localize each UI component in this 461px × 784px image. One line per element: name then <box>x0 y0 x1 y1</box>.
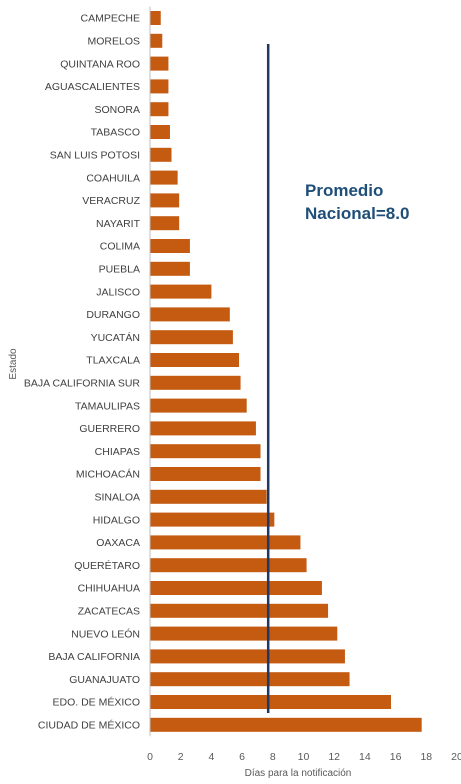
bar <box>150 307 230 322</box>
x-tick-labels: 0 2 4 6 8 10 12 14 16 18 20 <box>147 751 461 763</box>
category-label: GUERRERO <box>79 423 140 435</box>
bar <box>150 398 247 413</box>
category-label: NUEVO LEÓN <box>71 627 140 640</box>
bar <box>150 102 169 117</box>
category-label: SAN LUIS POTOSI <box>50 150 140 162</box>
category-label: EDO. DE MÉXICO <box>52 696 140 709</box>
bar <box>150 672 350 687</box>
average-annotation-line1: Promedio <box>305 181 383 200</box>
bar <box>150 535 301 550</box>
bar <box>150 284 212 299</box>
x-tick-label: 12 <box>328 751 340 763</box>
category-label: TLAXCALA <box>86 355 140 367</box>
x-tick-label: 0 <box>147 751 153 763</box>
bar <box>150 603 329 618</box>
bar <box>150 56 169 71</box>
category-label: MORELOS <box>87 36 140 48</box>
bar <box>150 649 345 664</box>
category-label: SINALOA <box>94 492 140 504</box>
category-label: HIDALGO <box>93 514 140 526</box>
category-label: PUEBLA <box>99 264 140 276</box>
category-label: COLIMA <box>100 241 140 253</box>
category-label: YUCATÁN <box>91 331 140 344</box>
bar <box>150 125 170 139</box>
bar <box>150 79 169 94</box>
x-tick-label: 8 <box>270 751 276 763</box>
category-labels: CAMPECHE MORELOS QUINTANA ROO AGUASCALIENTE… <box>24 13 141 732</box>
bar <box>150 216 180 231</box>
category-label: CAMPECHE <box>80 13 140 25</box>
x-tick-label: 4 <box>208 751 214 763</box>
category-label: CHIAPAS <box>95 446 140 458</box>
x-tick-label: 18 <box>420 751 432 763</box>
category-label: TABASCO <box>91 127 140 139</box>
bar <box>150 512 275 527</box>
bar <box>150 558 307 573</box>
bar <box>150 489 267 504</box>
bar <box>150 467 261 481</box>
x-tick-label: 20 <box>451 751 461 763</box>
category-label: JALISCO <box>96 286 140 298</box>
x-tick-label: 2 <box>178 751 184 763</box>
bars-group <box>150 11 422 732</box>
category-label: VERACRUZ <box>82 195 140 207</box>
x-tick-label: 14 <box>359 751 371 763</box>
x-tick-label: 6 <box>239 751 245 763</box>
category-label: OAXACA <box>96 537 140 549</box>
x-axis-title: Días para la notificación <box>245 768 352 779</box>
bar <box>150 193 180 208</box>
average-annotation-line2: Nacional=8.0 <box>305 204 409 223</box>
category-label: MICHOACÁN <box>76 468 140 481</box>
bar <box>150 375 241 390</box>
category-label: NAYARIT <box>96 218 141 230</box>
bar <box>150 353 240 367</box>
category-label: TAMAULIPAS <box>75 400 140 412</box>
bar <box>150 444 261 459</box>
category-label: COAHUILA <box>86 172 140 184</box>
category-label: DURANGO <box>86 309 140 321</box>
bar <box>150 330 233 345</box>
category-label: BAJA CALIFORNIA <box>48 651 140 663</box>
y-axis-title: Estado <box>8 348 19 380</box>
bar <box>150 421 256 436</box>
bar <box>150 147 172 162</box>
bar <box>150 581 322 595</box>
category-label: BAJA CALIFORNIA SUR <box>24 378 141 390</box>
bar <box>150 626 338 641</box>
x-tick-label: 10 <box>298 751 310 763</box>
bar <box>150 11 161 25</box>
bar <box>150 695 391 709</box>
bar <box>150 261 190 276</box>
category-label: SONORA <box>94 104 140 116</box>
bar <box>150 239 190 253</box>
category-label: ZACATECAS <box>78 606 140 618</box>
category-label: CHIHUAHUA <box>78 583 140 595</box>
category-label: QUINTANA ROO <box>60 58 140 70</box>
category-label: QUERÉTARO <box>74 559 140 572</box>
category-label: CIUDAD DE MÉXICO <box>38 719 140 732</box>
x-tick-label: 16 <box>390 751 402 763</box>
bar <box>150 33 163 48</box>
category-label: GUANAJUATO <box>69 674 140 686</box>
bar <box>150 717 422 732</box>
category-label: AGUASCALIENTES <box>45 81 140 93</box>
bar <box>150 170 178 185</box>
